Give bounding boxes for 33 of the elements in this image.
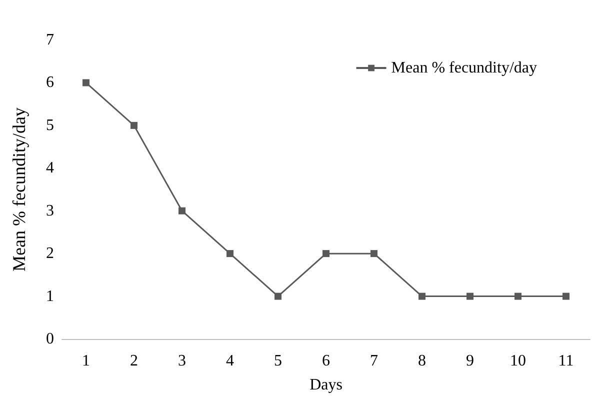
- x-tick-label: 6: [322, 352, 330, 370]
- x-tick-label: 11: [558, 352, 574, 370]
- point: [466, 292, 474, 300]
- point: [418, 292, 426, 300]
- x-tick-label: 7: [370, 352, 378, 370]
- x-tick-label: 4: [226, 352, 234, 370]
- y-tick-label: 3: [46, 202, 54, 220]
- y-axis-title: Mean % fecundity/day: [9, 108, 29, 272]
- point: [82, 79, 90, 86]
- y-tick-label: 6: [46, 74, 54, 92]
- x-tick-label: 5: [274, 352, 282, 370]
- legend-label: Mean % fecundity/day: [391, 60, 538, 76]
- x-tick-label: 10: [510, 352, 526, 370]
- y-tick-label: 4: [46, 160, 54, 177]
- point: [178, 207, 186, 214]
- x-tick-label: 2: [130, 352, 138, 370]
- x-tick-label: 9: [466, 352, 474, 370]
- y-tick-label: 0: [46, 330, 54, 348]
- y-tick-label: 7: [46, 32, 54, 48]
- point: [322, 250, 330, 258]
- x-tick-label: 8: [418, 352, 426, 370]
- x-tick-label: 1: [82, 352, 90, 370]
- point: [130, 122, 138, 129]
- point: [226, 250, 234, 258]
- point: [274, 292, 282, 300]
- y-tick-label: 2: [46, 245, 54, 262]
- y-tick-label: 5: [46, 116, 54, 134]
- x-axis-title: Days: [310, 376, 342, 394]
- y-tick-label: 1: [46, 288, 54, 305]
- point: [514, 292, 522, 300]
- point: [370, 250, 378, 258]
- point: [562, 292, 570, 300]
- x-tick-label: 3: [178, 352, 186, 370]
